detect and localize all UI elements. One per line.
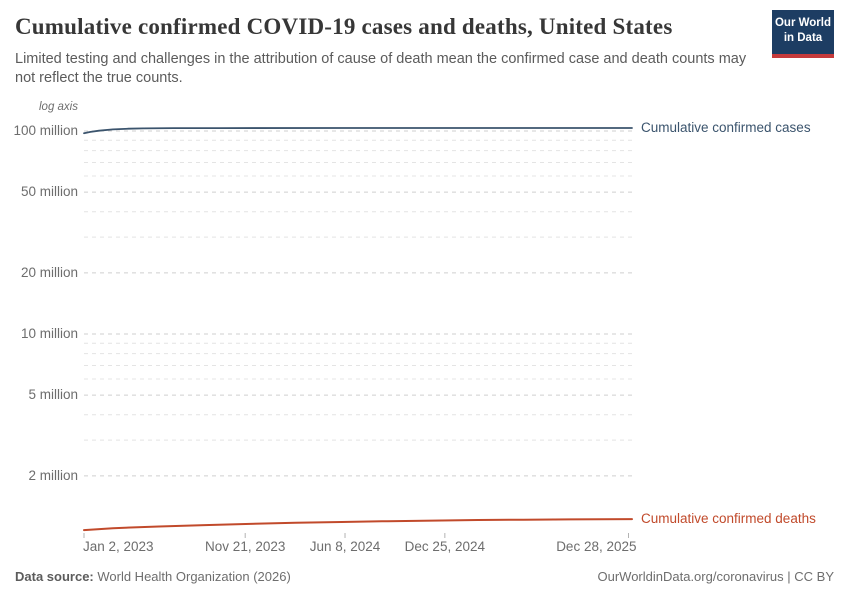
owid-logo-line1: Our World [774, 17, 831, 29]
data-source-text: World Health Organization (2026) [93, 569, 291, 584]
owid-logo: Our World in Data [772, 10, 834, 58]
y-axis-tick-label: 2 million [28, 467, 78, 483]
data-source-note: Data source: World Health Organization (… [15, 569, 291, 584]
log-axis-label: log axis [39, 101, 78, 113]
y-axis-tick-label: 10 million [20, 326, 78, 341]
x-axis-tick-label: Dec 28, 2025 [556, 539, 637, 554]
x-axis-tick-label: Jun 8, 2024 [309, 539, 381, 554]
x-axis-tick-label: Jan 2, 2023 [83, 539, 154, 554]
x-axis-tick-label: Nov 21, 2023 [205, 539, 286, 554]
series-label-deaths: Cumulative confirmed deaths [641, 511, 816, 527]
y-axis-tick-label: 20 million [20, 264, 78, 280]
chart-title: Cumulative confirmed COVID-19 cases and … [15, 14, 673, 39]
y-axis-tick-label: 100 million [13, 123, 78, 138]
cases-line [83, 127, 633, 135]
series-label-cases: Cumulative confirmed cases [641, 120, 811, 135]
owid-url-license: OurWorldinData.org/coronavirus | CC BY [597, 569, 834, 584]
x-axis-tick-label: Dec 25, 2024 [404, 539, 485, 554]
chart-subtitle: Limited testing and challenges in the at… [15, 51, 747, 86]
data-source-label: Data source: [15, 569, 94, 584]
chart-footer: Data source: World Health Organization (… [15, 569, 834, 584]
owid-logo-line2: in Data [783, 31, 823, 44]
y-axis-tick-label: 50 million [20, 184, 78, 200]
deaths-line [83, 518, 633, 532]
y-axis-tick-label: 5 million [28, 387, 78, 403]
